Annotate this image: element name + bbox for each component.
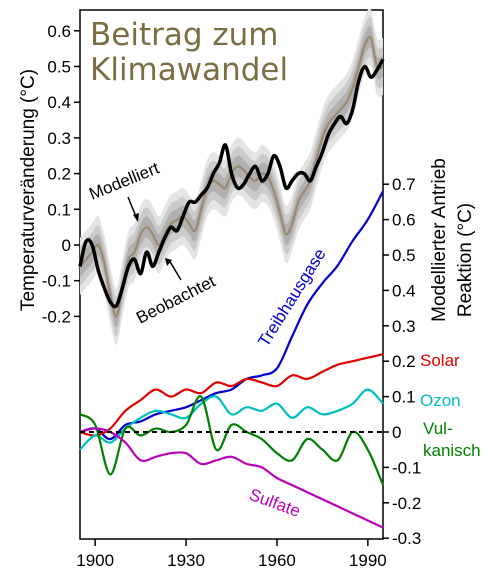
x-tick-label: 1930 xyxy=(167,551,205,570)
x-tick-label: 1960 xyxy=(258,551,296,570)
right-tick-label: 0.3 xyxy=(392,317,416,336)
series-line-treibhausgase xyxy=(79,190,384,441)
left-axis-label: Temperaturveränderung (°C) xyxy=(18,69,39,311)
label-solar: Solar xyxy=(420,351,460,370)
x-tick-label: 1900 xyxy=(76,551,114,570)
label-ozon: Ozon xyxy=(420,391,461,410)
series-line-vulkanisch xyxy=(79,395,385,486)
series-line-beobachtet xyxy=(78,58,385,309)
left-tick-label: 0.2 xyxy=(47,165,71,184)
label-sulfate: Sulfate xyxy=(247,485,303,521)
series-line-solar xyxy=(79,353,384,437)
right-tick-label: 0.4 xyxy=(392,281,416,300)
series-lines-layer xyxy=(78,35,385,529)
label-vulkanisch-line-1: Vul- xyxy=(423,419,453,438)
chart-title-line-2: Klimawandel xyxy=(90,52,288,88)
left-tick-label: 0.5 xyxy=(47,58,71,77)
left-tick-label: -0.1 xyxy=(42,272,71,291)
right-tick-label: -0.2 xyxy=(392,494,421,513)
left-tick-label: -0.2 xyxy=(42,307,71,326)
right-tick-label: 0.5 xyxy=(392,246,416,265)
annotation-arrowhead-beobachtet xyxy=(165,258,172,266)
right-tick-label: 0.7 xyxy=(392,175,416,194)
annotation-arrowhead-modelliert xyxy=(133,213,139,222)
left-tick-label: 0.4 xyxy=(47,93,71,112)
right-axis-label-line-2: Reaktion (°C) xyxy=(455,203,476,317)
x-tick-label: 1990 xyxy=(349,551,387,570)
left-tick-label: 0.6 xyxy=(47,22,71,41)
right-tick-label: 0.2 xyxy=(392,352,416,371)
right-tick-label: -0.3 xyxy=(392,529,421,548)
left-tick-label: 0.1 xyxy=(47,200,71,219)
right-axis-label-line-1: Modellierter Antrieb xyxy=(429,158,450,322)
left-tick-label: 0.3 xyxy=(47,129,71,148)
series-line-ozon xyxy=(79,388,384,451)
annotation-modelliert: Modelliert xyxy=(86,158,162,203)
label-vulkanisch-line-2: kanisch xyxy=(423,441,481,460)
right-tick-label: 0.1 xyxy=(392,388,416,407)
left-tick-label: 0 xyxy=(62,236,71,255)
annotation-beobachtet: Beobachtet xyxy=(133,271,219,327)
chart-title-line-1: Beitrag zum xyxy=(90,17,279,53)
right-tick-label: -0.1 xyxy=(392,458,421,477)
axes-layer: 0.6 0.5 0.4 0.3 0.2 0.1 0 -0.1 -0.2 0.7 0.6 0.5 0.4 0… xyxy=(42,22,422,570)
right-tick-label: 0.6 xyxy=(392,211,416,230)
series-line-sulfate xyxy=(79,427,384,529)
right-tick-label: 0 xyxy=(392,423,401,442)
annotation-arrow-beobachtet xyxy=(168,259,182,281)
